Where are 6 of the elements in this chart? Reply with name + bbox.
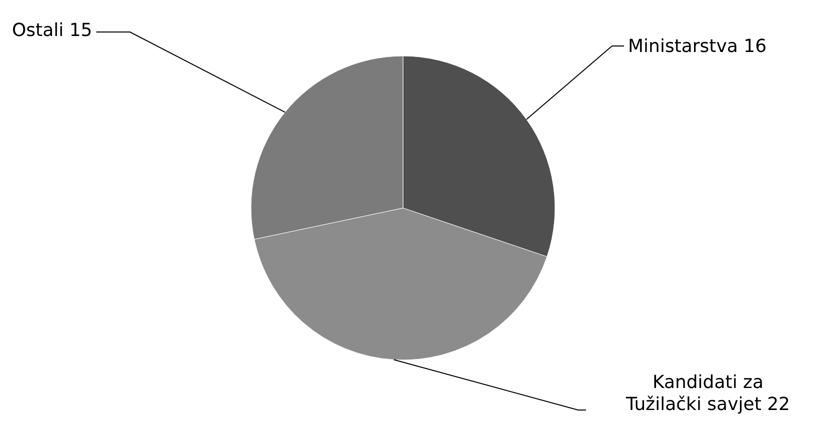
data-label: 15 bbox=[69, 20, 92, 41]
data-label: 16 bbox=[744, 36, 767, 57]
slice-label: Ministarstva bbox=[628, 36, 738, 57]
data-label: 22 bbox=[767, 394, 790, 415]
slice-label: Ostali bbox=[12, 20, 64, 41]
slice-label: Kandidati za Tužilački savjet bbox=[624, 372, 764, 415]
